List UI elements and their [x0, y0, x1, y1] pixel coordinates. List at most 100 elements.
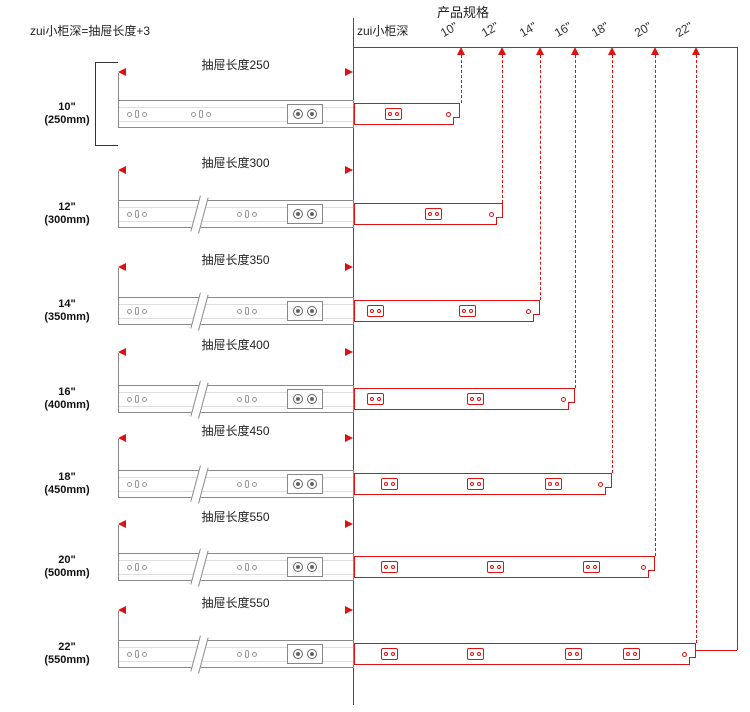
- rail-endcap: [287, 389, 323, 409]
- hole-icon: [388, 112, 393, 116]
- drawer-length-label: 抽屉长度550: [118, 508, 353, 525]
- slide-rail-gray: [118, 292, 354, 331]
- red-hole-group: [467, 648, 484, 660]
- slot-icon: [135, 210, 139, 218]
- hole-icon: [384, 482, 389, 486]
- depth-dash-line: [575, 50, 576, 388]
- rail-inner-line: [119, 107, 353, 108]
- arrow-left-icon: [118, 520, 126, 528]
- rivet-icon: [292, 209, 303, 219]
- end-hole-icon: [561, 397, 566, 402]
- hole-icon: [574, 652, 579, 656]
- hole-group: [127, 210, 147, 218]
- hole-icon: [496, 565, 501, 569]
- rail-notch: [689, 657, 696, 665]
- row-size-label: 14" (350mm): [28, 298, 106, 324]
- rivet-icon: [307, 649, 318, 659]
- hole-icon: [376, 397, 381, 401]
- slot-icon: [199, 110, 203, 118]
- hole-icon: [237, 651, 242, 657]
- rivet-dot: [310, 652, 315, 656]
- hole-icon: [592, 565, 597, 569]
- extension-line: [118, 72, 119, 100]
- drawer-length-label: 抽屉长度350: [118, 251, 353, 268]
- slide-rail-gray: [118, 380, 354, 419]
- arrow-left-icon: [118, 434, 126, 442]
- hole-icon: [554, 482, 559, 486]
- extension-line: [118, 610, 119, 640]
- hole-icon: [127, 396, 132, 402]
- arrow-right-icon: [345, 166, 353, 174]
- hole-group: [237, 395, 257, 403]
- hole-icon: [370, 309, 375, 313]
- hole-group: [191, 110, 211, 118]
- end-hole-icon: [526, 309, 531, 314]
- row-size-label: 10" (250mm): [28, 101, 106, 127]
- hole-icon: [142, 308, 147, 314]
- hole-icon: [470, 482, 475, 486]
- row-size-mm: (550mm): [44, 654, 90, 666]
- arrow-right-icon: [345, 68, 353, 76]
- break-mark-icon: [190, 195, 209, 234]
- depth-arrow-icon: [536, 47, 544, 55]
- slot-icon: [135, 480, 139, 488]
- hole-icon: [470, 652, 475, 656]
- rail-inner-line: [119, 560, 353, 561]
- break-mark-icon: [190, 548, 209, 587]
- hole-icon: [252, 651, 257, 657]
- depth-label: zui小柜深: [357, 24, 409, 38]
- depth-dash-line: [612, 50, 613, 473]
- break-mark-icon: [190, 380, 209, 419]
- rail-endcap: [287, 644, 323, 664]
- arrow-left-icon: [118, 166, 126, 174]
- red-hole-group: [367, 305, 384, 317]
- extension-line: [118, 438, 119, 470]
- red-hole-group: [367, 393, 384, 405]
- row-size-inches: 16": [58, 386, 76, 398]
- rail-notch: [533, 314, 540, 322]
- hole-icon: [476, 652, 481, 656]
- rivet-icon: [307, 109, 318, 119]
- depth-arrow-icon: [692, 47, 700, 55]
- depth-arrow-icon: [571, 47, 579, 55]
- extension-line: [118, 267, 119, 297]
- extension-line: [118, 352, 119, 385]
- break-mark-icon: [190, 465, 209, 504]
- rivet-dot: [310, 565, 315, 569]
- rail-endcap: [287, 301, 323, 321]
- rivet-dot: [295, 212, 300, 216]
- depth-dash-line: [696, 50, 697, 643]
- red-hole-group: [381, 648, 398, 660]
- arrow-right-icon: [345, 348, 353, 356]
- rivet-icon: [292, 479, 303, 489]
- slot-icon: [135, 650, 139, 658]
- hole-icon: [191, 111, 196, 117]
- row-size-mm: (300mm): [44, 214, 90, 226]
- rail-inner-line: [119, 221, 353, 222]
- break-mark-icon: [190, 292, 209, 331]
- arrow-left-icon: [118, 68, 126, 76]
- rail-inner-line: [119, 318, 353, 319]
- row-size-inches: 10": [58, 101, 76, 113]
- slot-icon: [245, 307, 249, 315]
- rivet-icon: [307, 394, 318, 404]
- spec-title: 产品规格: [437, 5, 490, 20]
- rivet-icon: [292, 306, 303, 316]
- red-hole-group: [459, 305, 476, 317]
- rivet-dot: [295, 309, 300, 313]
- rivet-icon: [307, 479, 318, 489]
- depth-dash-line: [540, 50, 541, 300]
- hole-icon: [490, 565, 495, 569]
- slot-icon: [135, 110, 139, 118]
- hole-icon: [127, 308, 132, 314]
- hole-icon: [370, 397, 375, 401]
- row-size-mm: (500mm): [44, 567, 90, 579]
- extension-line: [118, 524, 119, 553]
- hole-icon: [390, 652, 395, 656]
- slot-icon: [245, 210, 249, 218]
- hole-group: [127, 650, 147, 658]
- hole-icon: [127, 651, 132, 657]
- arrow-left-icon: [118, 263, 126, 271]
- hole-icon: [390, 565, 395, 569]
- hole-icon: [376, 309, 381, 313]
